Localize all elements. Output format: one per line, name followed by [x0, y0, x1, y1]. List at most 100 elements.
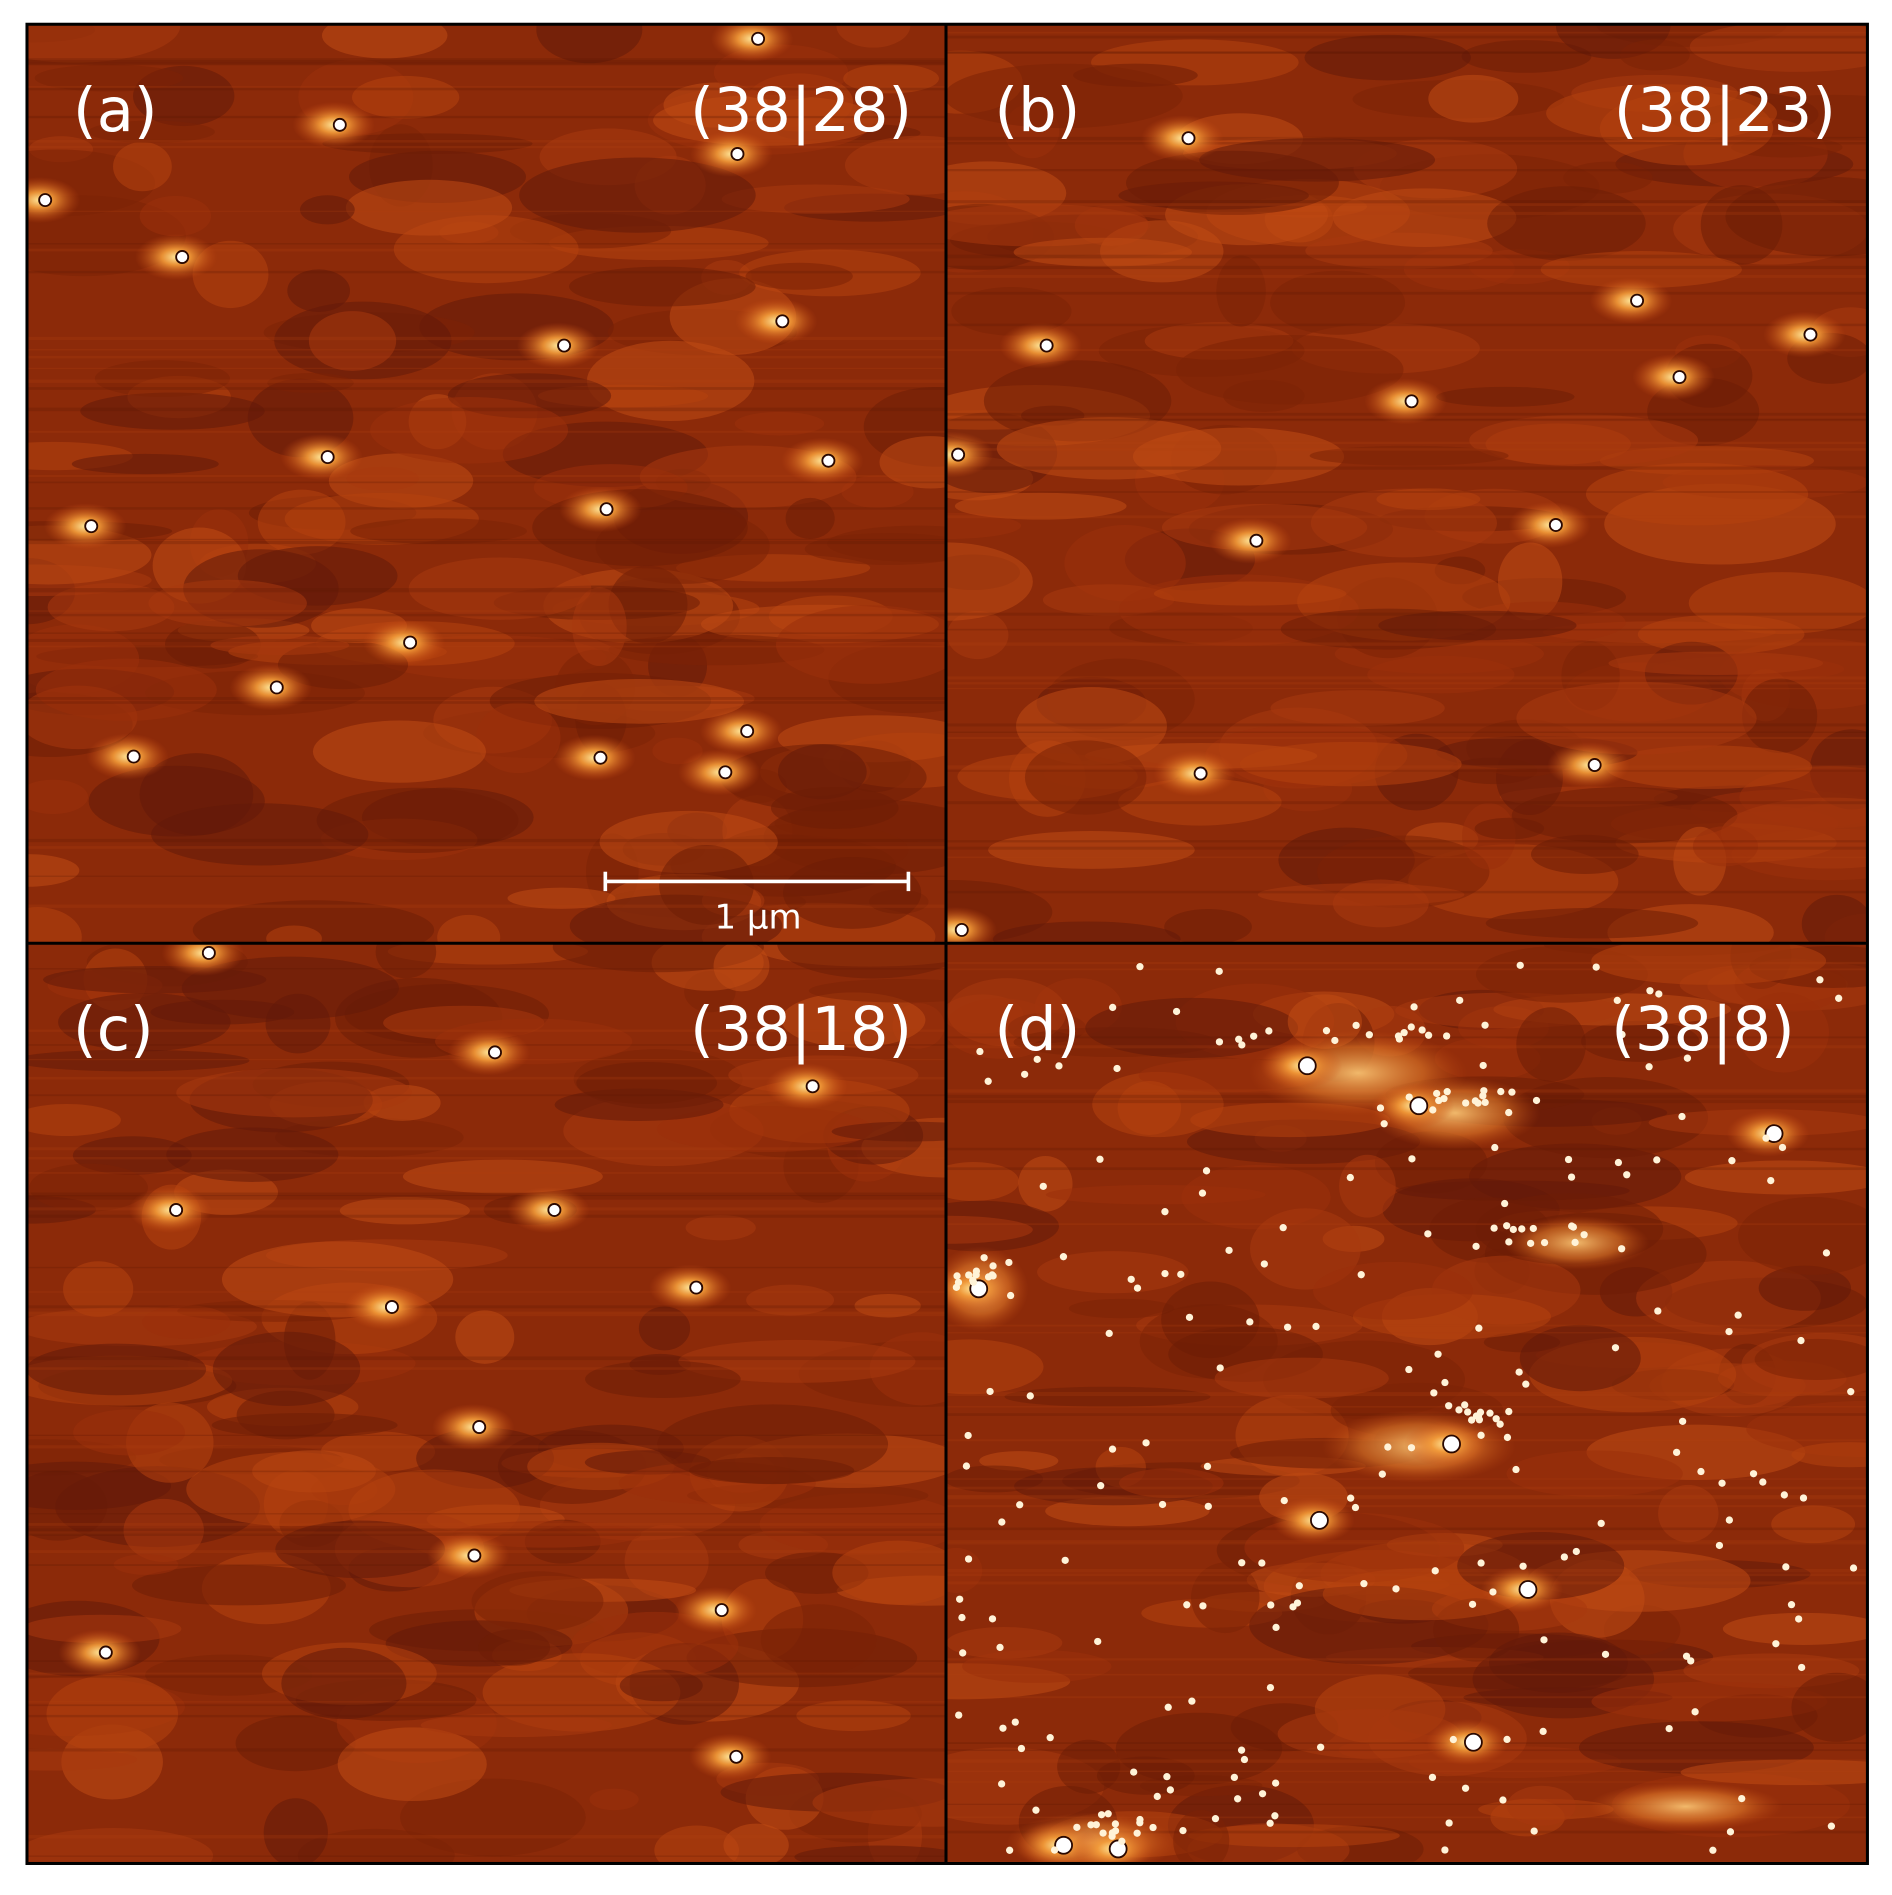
- small-particle: [1623, 1171, 1631, 1179]
- terrace: [402, 1159, 603, 1194]
- terrace: [1057, 1739, 1121, 1794]
- scan-line: [946, 323, 1868, 327]
- small-particle: [1835, 994, 1843, 1002]
- terrace: [745, 262, 853, 290]
- small-particle: [1357, 1271, 1365, 1279]
- scan-line: [946, 1542, 1868, 1545]
- small-particle: [1490, 1224, 1498, 1232]
- terrace: [685, 1214, 756, 1241]
- small-particle: [1455, 1406, 1463, 1414]
- small-particle: [1515, 1368, 1523, 1376]
- small-particle: [1614, 1158, 1623, 1167]
- small-particle: [1503, 1222, 1511, 1230]
- terrace: [308, 311, 397, 371]
- small-particle: [1646, 987, 1654, 995]
- scan-line: [26, 875, 946, 877]
- small-particle: [1097, 1482, 1105, 1490]
- panel-composition: (38|28): [690, 76, 912, 146]
- terrace: [1117, 1081, 1182, 1135]
- small-particle: [1462, 1099, 1470, 1107]
- scan-line: [26, 1528, 946, 1532]
- scan-line: [946, 676, 1868, 680]
- particle: [98, 1645, 113, 1660]
- small-particle: [1153, 1792, 1161, 1801]
- terrace: [113, 141, 172, 192]
- small-particle: [1216, 1364, 1224, 1372]
- small-particle: [1312, 1322, 1320, 1331]
- terrace: [132, 1565, 346, 1606]
- terrace: [812, 1778, 946, 1827]
- scan-line: [26, 58, 946, 62]
- scan-line: [946, 1573, 1868, 1577]
- scan-line: [946, 765, 1868, 769]
- scan-line: [26, 1672, 946, 1675]
- small-particle: [1653, 1156, 1661, 1164]
- small-particle: [1104, 1810, 1112, 1818]
- terrace: [71, 453, 219, 475]
- particle: [1297, 1056, 1317, 1076]
- terrace: [26, 1343, 207, 1396]
- terrace: [946, 610, 1009, 660]
- small-particle: [1164, 1703, 1172, 1711]
- panel-label: (d): [994, 995, 1080, 1065]
- scan-line: [26, 60, 946, 63]
- scan-line: [26, 430, 946, 433]
- small-particle: [1233, 1795, 1242, 1803]
- particle: [729, 1749, 744, 1764]
- scan-line: [26, 588, 946, 591]
- small-particle: [1672, 1448, 1681, 1457]
- scan-line: [26, 645, 946, 648]
- small-particle: [1133, 1284, 1142, 1292]
- terrace: [988, 830, 1195, 869]
- small-particle: [1188, 1697, 1196, 1705]
- small-particle: [1799, 1494, 1808, 1502]
- terrace: [47, 582, 175, 632]
- terrace: [552, 943, 764, 973]
- terrace: [1064, 524, 1186, 602]
- scan-line: [946, 1803, 1868, 1805]
- scan-line: [946, 1406, 1868, 1408]
- scan-line: [26, 610, 946, 612]
- terrace: [1096, 1756, 1195, 1795]
- scan-line: [26, 62, 946, 66]
- terrace: [1637, 614, 1805, 655]
- small-particle: [1683, 1054, 1692, 1062]
- terrace: [26, 907, 82, 944]
- terrace: [721, 184, 910, 214]
- small-particle: [965, 1271, 973, 1279]
- small-particle: [1360, 1580, 1368, 1588]
- small-particle: [1567, 1173, 1576, 1181]
- scan-line: [26, 507, 946, 510]
- small-particle: [1111, 1827, 1120, 1835]
- terrace: [1585, 462, 1809, 526]
- terrace: [1309, 445, 1509, 466]
- small-particle: [1258, 1790, 1267, 1798]
- small-particle: [1266, 1683, 1275, 1692]
- particle: [1181, 131, 1196, 146]
- small-particle: [1240, 1755, 1249, 1764]
- scan-line: [26, 379, 946, 383]
- terrace: [35, 658, 217, 721]
- terrace: [945, 1339, 1044, 1395]
- particle: [84, 519, 99, 534]
- scan-line: [26, 474, 946, 478]
- small-particle: [1260, 1260, 1268, 1268]
- terrace: [46, 1674, 179, 1754]
- terrace: [519, 157, 756, 233]
- scan-line: [946, 1494, 1868, 1498]
- scan-line: [946, 1392, 1868, 1394]
- terrace: [781, 992, 926, 1048]
- small-particle: [1505, 1238, 1513, 1246]
- scan-line: [26, 1714, 946, 1718]
- small-particle: [1489, 1588, 1497, 1596]
- small-particle: [1295, 1582, 1303, 1590]
- scan-line: [26, 116, 946, 119]
- small-particle: [1410, 1003, 1418, 1011]
- small-particle: [988, 1271, 996, 1279]
- small-particle: [1759, 1478, 1767, 1486]
- terrace: [266, 925, 322, 944]
- terrace: [1791, 1672, 1868, 1742]
- small-particle: [1322, 1027, 1331, 1035]
- small-particle: [1424, 1230, 1432, 1238]
